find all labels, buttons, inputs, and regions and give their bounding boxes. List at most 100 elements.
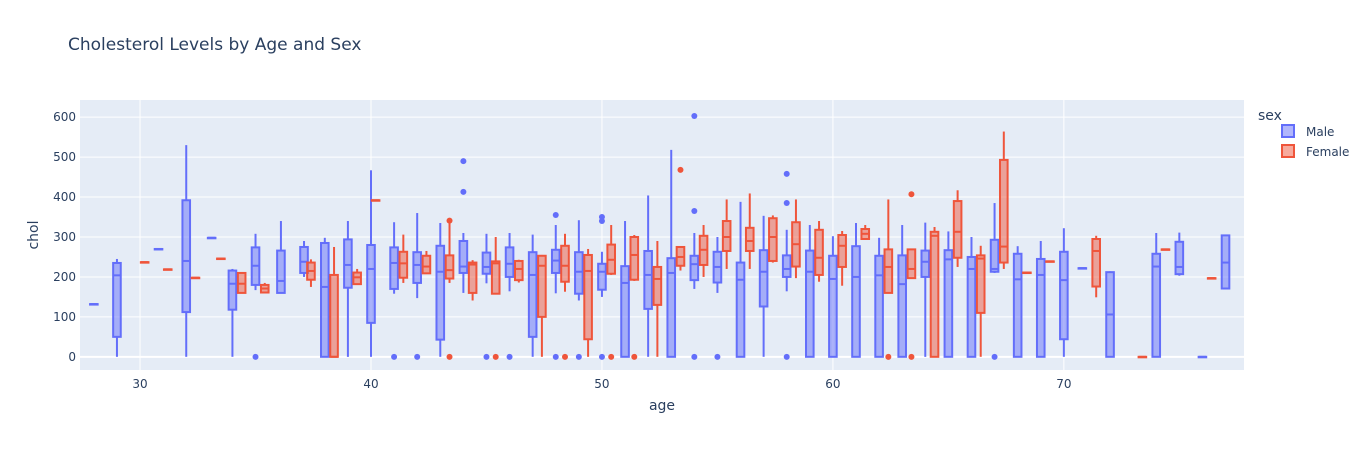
outlier-point[interactable] <box>631 353 638 360</box>
box-female[interactable] <box>906 191 917 360</box>
box-male[interactable] <box>389 222 399 360</box>
outlier-point[interactable] <box>608 353 615 360</box>
outlier-point[interactable] <box>908 191 915 198</box>
box-male[interactable] <box>1012 246 1023 358</box>
outlier-point[interactable] <box>252 353 259 360</box>
box-male[interactable] <box>1220 234 1231 290</box>
box-female[interactable] <box>398 234 409 283</box>
box-male[interactable] <box>666 149 677 358</box>
outlier-point[interactable] <box>460 158 467 165</box>
box-female[interactable] <box>329 246 339 358</box>
box-male[interactable] <box>320 237 330 358</box>
box-female[interactable] <box>675 166 686 271</box>
box-male[interactable] <box>712 236 723 360</box>
box-female[interactable] <box>467 260 478 301</box>
box-male[interactable] <box>1105 271 1115 358</box>
box-male[interactable] <box>366 170 376 357</box>
box-male[interactable] <box>620 221 630 358</box>
outlier-point[interactable] <box>783 200 790 207</box>
box-female[interactable] <box>216 257 226 261</box>
outlier-point[interactable] <box>598 214 605 221</box>
box-female[interactable] <box>190 276 201 280</box>
box-male[interactable] <box>1059 228 1069 357</box>
box-male[interactable] <box>851 223 861 358</box>
outlier-point[interactable] <box>677 166 684 173</box>
box-male[interactable] <box>1174 232 1185 276</box>
box-male[interactable] <box>805 225 815 358</box>
box-female[interactable] <box>837 231 847 286</box>
box-male[interactable] <box>227 268 238 357</box>
outlier-point[interactable] <box>552 212 559 219</box>
box-female[interactable] <box>791 199 801 279</box>
box-male[interactable] <box>874 237 884 358</box>
box-female[interactable] <box>1045 260 1055 263</box>
box-male[interactable] <box>1197 355 1208 359</box>
outlier-point[interactable] <box>714 353 721 360</box>
box-female[interactable] <box>744 193 755 269</box>
box-female[interactable] <box>1160 248 1171 251</box>
outlier-point[interactable] <box>552 353 559 360</box>
box-male[interactable] <box>299 240 309 277</box>
box-female[interactable] <box>236 271 247 294</box>
box-female[interactable] <box>629 235 640 360</box>
box-female[interactable] <box>162 268 173 271</box>
legend-item-female[interactable]: Female <box>1281 144 1349 159</box>
outlier-point[interactable] <box>414 353 421 360</box>
box-male[interactable] <box>412 213 422 360</box>
outlier-point[interactable] <box>691 208 698 215</box>
box-female[interactable] <box>768 215 778 263</box>
box-female[interactable] <box>444 217 455 360</box>
box-male[interactable] <box>574 220 584 360</box>
box-male[interactable] <box>1035 240 1046 358</box>
box-female[interactable] <box>814 221 824 282</box>
box-female[interactable] <box>929 227 940 358</box>
box-male[interactable] <box>966 236 977 358</box>
box-female[interactable] <box>1206 277 1217 280</box>
outlier-point[interactable] <box>446 353 453 360</box>
box-female[interactable] <box>1091 235 1101 298</box>
box-male[interactable] <box>1077 267 1088 270</box>
box-male[interactable] <box>897 225 907 358</box>
box-male[interactable] <box>597 214 607 360</box>
box-female[interactable] <box>259 282 270 294</box>
outlier-point[interactable] <box>391 353 398 360</box>
box-male[interactable] <box>89 303 99 306</box>
box-female[interactable] <box>306 259 316 287</box>
outlier-point[interactable] <box>483 353 490 360</box>
outlier-point[interactable] <box>506 353 513 360</box>
box-female[interactable] <box>352 268 362 286</box>
box-male[interactable] <box>206 236 217 240</box>
box-female[interactable] <box>139 261 150 264</box>
outlier-point[interactable] <box>783 170 790 177</box>
box-male[interactable] <box>989 203 1000 360</box>
box-male[interactable] <box>735 201 746 358</box>
outlier-point[interactable] <box>575 353 582 360</box>
box-male[interactable] <box>112 258 122 357</box>
box-female[interactable] <box>606 225 616 360</box>
outlier-point[interactable] <box>908 353 915 360</box>
box-male[interactable] <box>828 236 838 358</box>
box-male[interactable] <box>781 170 792 360</box>
outlier-point[interactable] <box>691 112 698 119</box>
box-female[interactable] <box>537 254 547 357</box>
box-male[interactable] <box>435 223 446 357</box>
box-female[interactable] <box>860 225 871 240</box>
box-male[interactable] <box>689 112 700 360</box>
box-female[interactable] <box>514 259 524 283</box>
box-female[interactable] <box>975 245 986 357</box>
box-male[interactable] <box>504 233 515 360</box>
box-female[interactable] <box>952 190 963 267</box>
box-male[interactable] <box>643 195 653 357</box>
box-female[interactable] <box>490 236 501 360</box>
box-female[interactable] <box>652 240 663 357</box>
box-female[interactable] <box>698 225 709 277</box>
outlier-point[interactable] <box>991 353 998 360</box>
legend-item-male[interactable]: Male <box>1281 124 1334 139</box>
box-male[interactable] <box>920 222 931 357</box>
box-male[interactable] <box>458 158 469 293</box>
outlier-point[interactable] <box>598 353 605 360</box>
box-female[interactable] <box>560 233 570 360</box>
outlier-point[interactable] <box>783 353 790 360</box>
box-male[interactable] <box>343 221 353 357</box>
box-female[interactable] <box>370 199 381 202</box>
